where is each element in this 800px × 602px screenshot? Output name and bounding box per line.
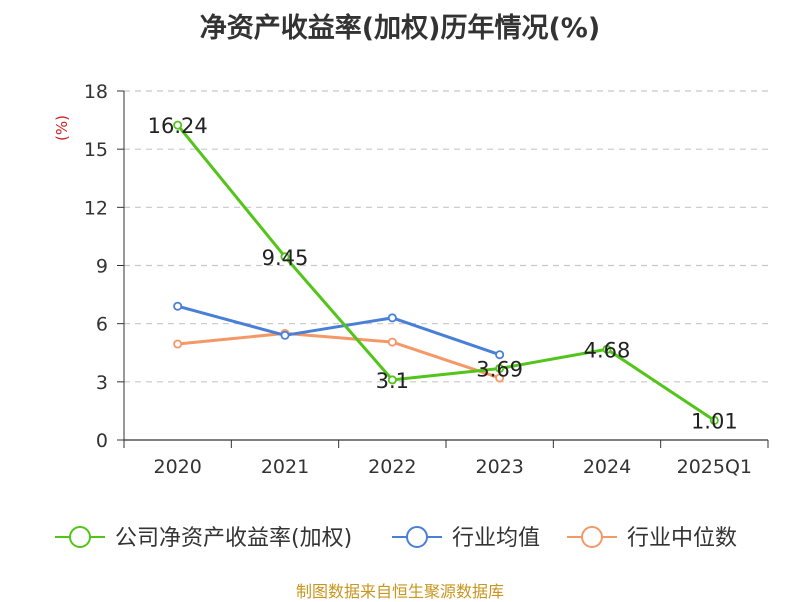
series-line: [176, 124, 716, 422]
data-point: [495, 350, 505, 360]
data-label: 3.69: [476, 357, 523, 381]
y-tick-label: 18: [84, 81, 108, 103]
y-tick-label: 3: [96, 372, 108, 394]
data-point: [387, 337, 397, 347]
axes: 0 3 6 9 12 15 18 2020 2021 2022 2023 2024 2025Q1: [84, 81, 769, 478]
y-axis-label: (%): [53, 115, 71, 141]
data-point: [280, 330, 290, 340]
data-point: [709, 415, 719, 425]
series: [173, 120, 719, 425]
x-tick-label: 2022: [368, 456, 416, 478]
data-point: [173, 120, 183, 130]
legend: 公司净资产收益率(加权) 行业均值 行业中位数: [55, 526, 737, 551]
y-tick-label: 15: [84, 139, 108, 161]
y-tick-label: 6: [96, 314, 108, 336]
x-tick-label: 2021: [261, 456, 309, 478]
x-tick-label: 2020: [153, 456, 201, 478]
data-point: [280, 252, 290, 262]
data-label: 3.1: [376, 369, 409, 393]
data-label: 4.68: [584, 338, 631, 362]
grid-lines: [124, 90, 768, 383]
data-point: [173, 339, 183, 349]
legend-swatch-marker: [69, 526, 91, 548]
data-point: [387, 375, 397, 385]
data-point: [602, 344, 612, 354]
legend-swatch-marker: [581, 526, 603, 548]
series-line: [177, 331, 501, 380]
data-point: [495, 373, 505, 383]
y-tick-label: 12: [84, 197, 108, 219]
y-tick-label: 0: [96, 430, 108, 452]
x-tick-label: 2023: [475, 456, 523, 478]
data-point: [173, 301, 183, 311]
data-point: [387, 313, 397, 323]
x-tick-label: 2024: [583, 456, 631, 478]
y-tick-label: 9: [96, 256, 108, 278]
legend-swatch-marker: [406, 526, 428, 548]
legend-label: 行业均值: [452, 526, 540, 551]
legend-label: 行业中位数: [627, 526, 737, 551]
legend-label: 公司净资产收益率(加权): [115, 526, 352, 551]
chart-title: 净资产收益率(加权)历年情况(%): [199, 13, 601, 44]
series-line: [177, 304, 501, 357]
data-point: [495, 363, 505, 373]
data-label: 1.01: [691, 409, 738, 433]
data-labels: 16.24 9.45 3.1 3.69 4.68 1.01: [148, 114, 738, 433]
x-tick-label: 2025Q1: [677, 456, 752, 478]
source-note: 制图数据来自恒生聚源数据库: [295, 582, 504, 601]
data-label: 16.24: [148, 114, 208, 138]
data-label: 9.45: [262, 246, 309, 270]
